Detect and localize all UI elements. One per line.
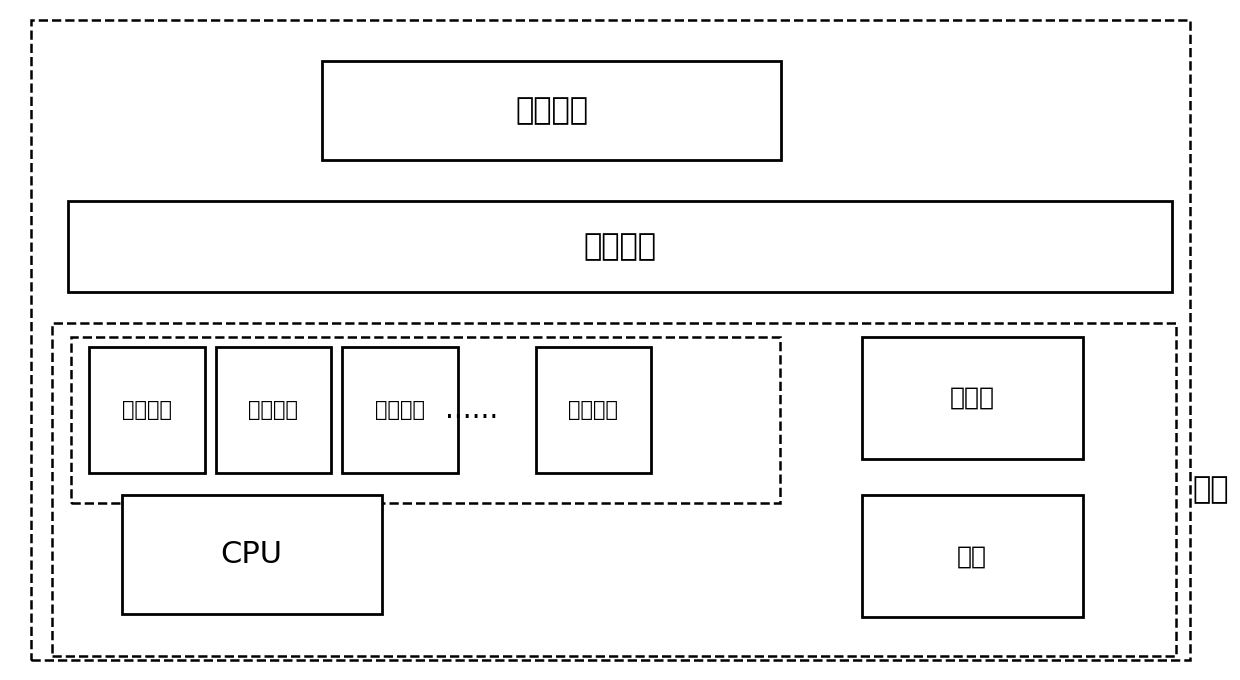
Bar: [71, 337, 780, 503]
Text: 存储介质: 存储介质: [122, 400, 172, 420]
Text: 软件模块: 软件模块: [516, 96, 588, 125]
Text: CPU: CPU: [221, 540, 283, 569]
Bar: [122, 495, 382, 614]
Bar: [862, 495, 1083, 617]
Text: ......: ......: [445, 396, 497, 424]
Text: 接口卡: 接口卡: [950, 386, 994, 410]
Bar: [536, 347, 651, 473]
Text: 内存: 内存: [957, 544, 987, 568]
Bar: [89, 347, 205, 473]
Text: 操作系统: 操作系统: [584, 232, 656, 261]
Text: 存储介质: 存储介质: [568, 400, 619, 420]
Bar: [342, 347, 458, 473]
Text: 存储介质: 存储介质: [374, 400, 425, 420]
Bar: [322, 61, 781, 160]
Bar: [862, 337, 1083, 459]
Bar: [216, 347, 331, 473]
Text: 硬件: 硬件: [1193, 475, 1229, 504]
Bar: [52, 323, 1176, 656]
Text: 存储介质: 存储介质: [248, 400, 299, 420]
Bar: [68, 201, 1172, 292]
